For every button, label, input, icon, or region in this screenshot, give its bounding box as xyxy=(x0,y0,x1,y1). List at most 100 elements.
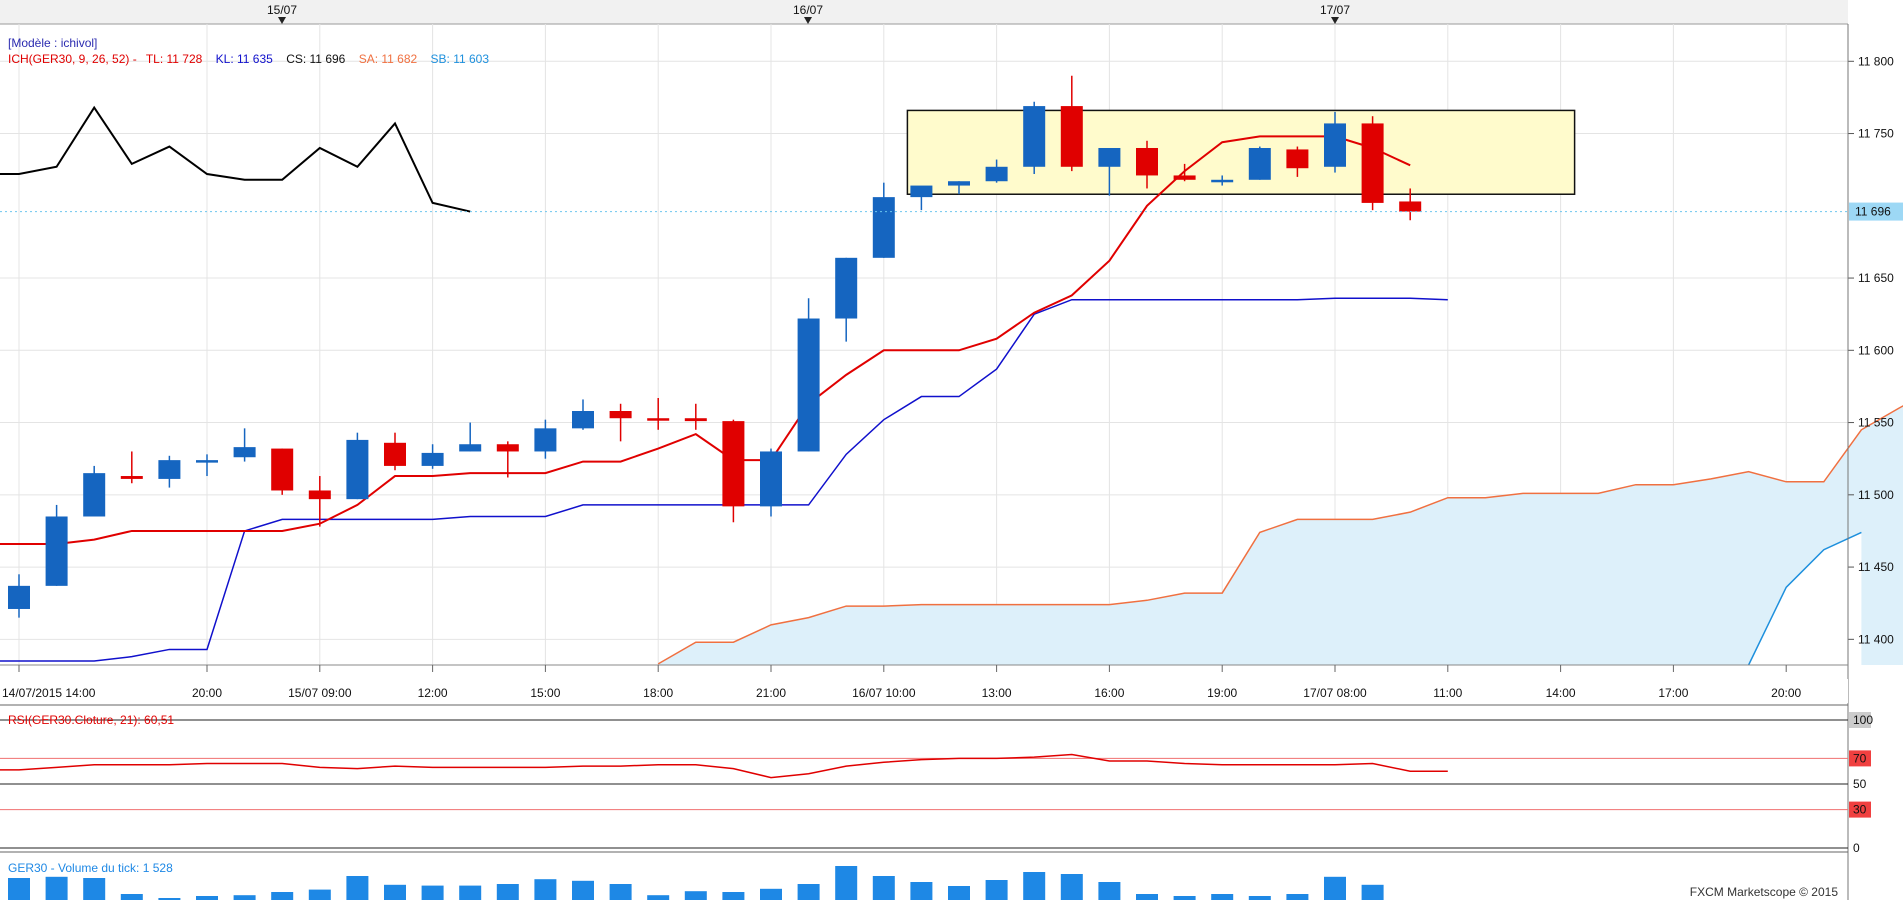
volume-bar[interactable] xyxy=(271,892,294,900)
senkou-span-a-line[interactable] xyxy=(657,388,1903,665)
rsi-panel[interactable]: 100 70 50 30 0 xyxy=(0,712,1873,855)
candle[interactable] xyxy=(1023,101,1046,175)
candle[interactable] xyxy=(572,399,594,430)
candle[interactable] xyxy=(308,476,331,527)
volume-bar[interactable] xyxy=(196,896,218,900)
candle[interactable] xyxy=(1098,147,1121,196)
candle[interactable] xyxy=(459,422,482,452)
candle[interactable] xyxy=(120,451,143,484)
candle[interactable] xyxy=(910,185,933,211)
volume-bar[interactable] xyxy=(496,884,519,900)
candle-body xyxy=(421,452,444,466)
candlestick-series[interactable] xyxy=(8,75,1422,618)
candle-body xyxy=(233,447,256,458)
candle[interactable] xyxy=(985,159,1008,183)
volume-bar[interactable] xyxy=(1324,876,1346,900)
volume-bar[interactable] xyxy=(346,876,369,900)
volume-bar[interactable] xyxy=(609,884,632,900)
candle[interactable] xyxy=(1399,188,1422,221)
highlight-rectangle[interactable] xyxy=(906,109,1576,195)
volume-bar[interactable] xyxy=(797,884,820,900)
candle[interactable] xyxy=(158,455,181,488)
tenkan-sen-line[interactable] xyxy=(0,135,1411,545)
volume-bar[interactable] xyxy=(1023,872,1046,900)
candle-body xyxy=(1286,149,1309,169)
volume-bar[interactable] xyxy=(158,898,181,900)
volume-bar[interactable] xyxy=(1248,896,1271,900)
volume-bar[interactable] xyxy=(835,866,858,900)
volume-bar[interactable] xyxy=(948,886,970,900)
volume-bar[interactable] xyxy=(1173,896,1196,900)
current-price-marker: 11 696 xyxy=(0,202,1903,221)
senkou-span-b-line[interactable] xyxy=(1747,531,1862,666)
candle[interactable] xyxy=(1211,175,1234,186)
chikou-span-line[interactable] xyxy=(0,105,471,213)
candle[interactable] xyxy=(196,454,218,477)
volume-bar[interactable] xyxy=(1361,884,1384,900)
candle[interactable] xyxy=(1324,111,1346,173)
candle[interactable] xyxy=(534,419,557,459)
kl-value-label: KL: 11 635 xyxy=(216,52,273,66)
volume-bar[interactable] xyxy=(985,880,1008,900)
volume-bar[interactable] xyxy=(459,885,482,900)
volume-bar[interactable] xyxy=(1098,882,1121,900)
candle[interactable] xyxy=(496,441,519,478)
volume-bar[interactable] xyxy=(572,880,594,900)
candle[interactable] xyxy=(647,397,670,430)
price-axis[interactable]: 11 800 11 750 11 650 11 600 11 550 11 500 11 4… xyxy=(1848,54,1894,646)
candle[interactable] xyxy=(797,298,820,452)
volume-bar[interactable] xyxy=(384,884,406,900)
candle[interactable] xyxy=(872,182,895,258)
volume-bar[interactable] xyxy=(722,892,745,900)
volume-bar[interactable] xyxy=(872,876,895,900)
candle[interactable] xyxy=(233,428,256,462)
volume-bar[interactable] xyxy=(760,888,782,900)
candle-body xyxy=(609,411,632,419)
candle[interactable] xyxy=(1286,146,1309,177)
volume-bar[interactable] xyxy=(421,885,444,900)
candle[interactable] xyxy=(684,403,707,430)
volume-bar[interactable] xyxy=(684,891,707,900)
volume-bar[interactable] xyxy=(1286,894,1309,900)
volume-panel[interactable] xyxy=(8,866,1384,900)
time-tick-label: 11:00 xyxy=(1433,686,1462,700)
time-tick-label: 18:00 xyxy=(643,686,673,700)
candle[interactable] xyxy=(948,181,970,195)
candle[interactable] xyxy=(45,504,68,586)
volume-bar[interactable] xyxy=(1211,894,1234,900)
candle[interactable] xyxy=(722,419,745,523)
candle[interactable] xyxy=(271,448,294,495)
volume-bar[interactable] xyxy=(1136,894,1158,900)
volume-bar[interactable] xyxy=(910,882,933,900)
candle[interactable] xyxy=(8,574,30,618)
volume-bar[interactable] xyxy=(83,878,106,900)
volume-bar[interactable] xyxy=(45,876,68,900)
candle[interactable] xyxy=(1173,163,1196,182)
candle[interactable] xyxy=(1361,116,1384,211)
candle[interactable] xyxy=(1248,146,1271,180)
candle[interactable] xyxy=(421,444,444,469)
candle[interactable] xyxy=(609,403,632,442)
rsi-line[interactable] xyxy=(0,753,1448,779)
candle[interactable] xyxy=(346,432,369,500)
highlight-box-layer[interactable] xyxy=(906,109,1576,195)
candle-body xyxy=(1324,123,1346,167)
candle[interactable] xyxy=(760,448,782,517)
indicator-legend: [Modèle : ichivol] ICH(GER30, 9, 26, 52)… xyxy=(8,36,489,66)
candle[interactable] xyxy=(835,257,858,342)
candle[interactable] xyxy=(384,432,406,471)
volume-bar[interactable] xyxy=(308,889,331,900)
volume-bar[interactable] xyxy=(120,894,143,900)
volume-bar[interactable] xyxy=(534,879,557,900)
candle[interactable] xyxy=(83,465,106,517)
volume-bar[interactable] xyxy=(8,878,30,900)
time-axis[interactable]: 14/07/2015 14:00 20:00 15/07 09:00 12:00 15:… xyxy=(2,665,1802,700)
volume-bar[interactable] xyxy=(233,895,256,900)
volume-bar[interactable] xyxy=(1060,874,1083,900)
candle[interactable] xyxy=(1060,75,1083,172)
candle-body xyxy=(1060,106,1083,167)
volume-bar[interactable] xyxy=(647,895,670,900)
candle[interactable] xyxy=(1136,140,1158,189)
